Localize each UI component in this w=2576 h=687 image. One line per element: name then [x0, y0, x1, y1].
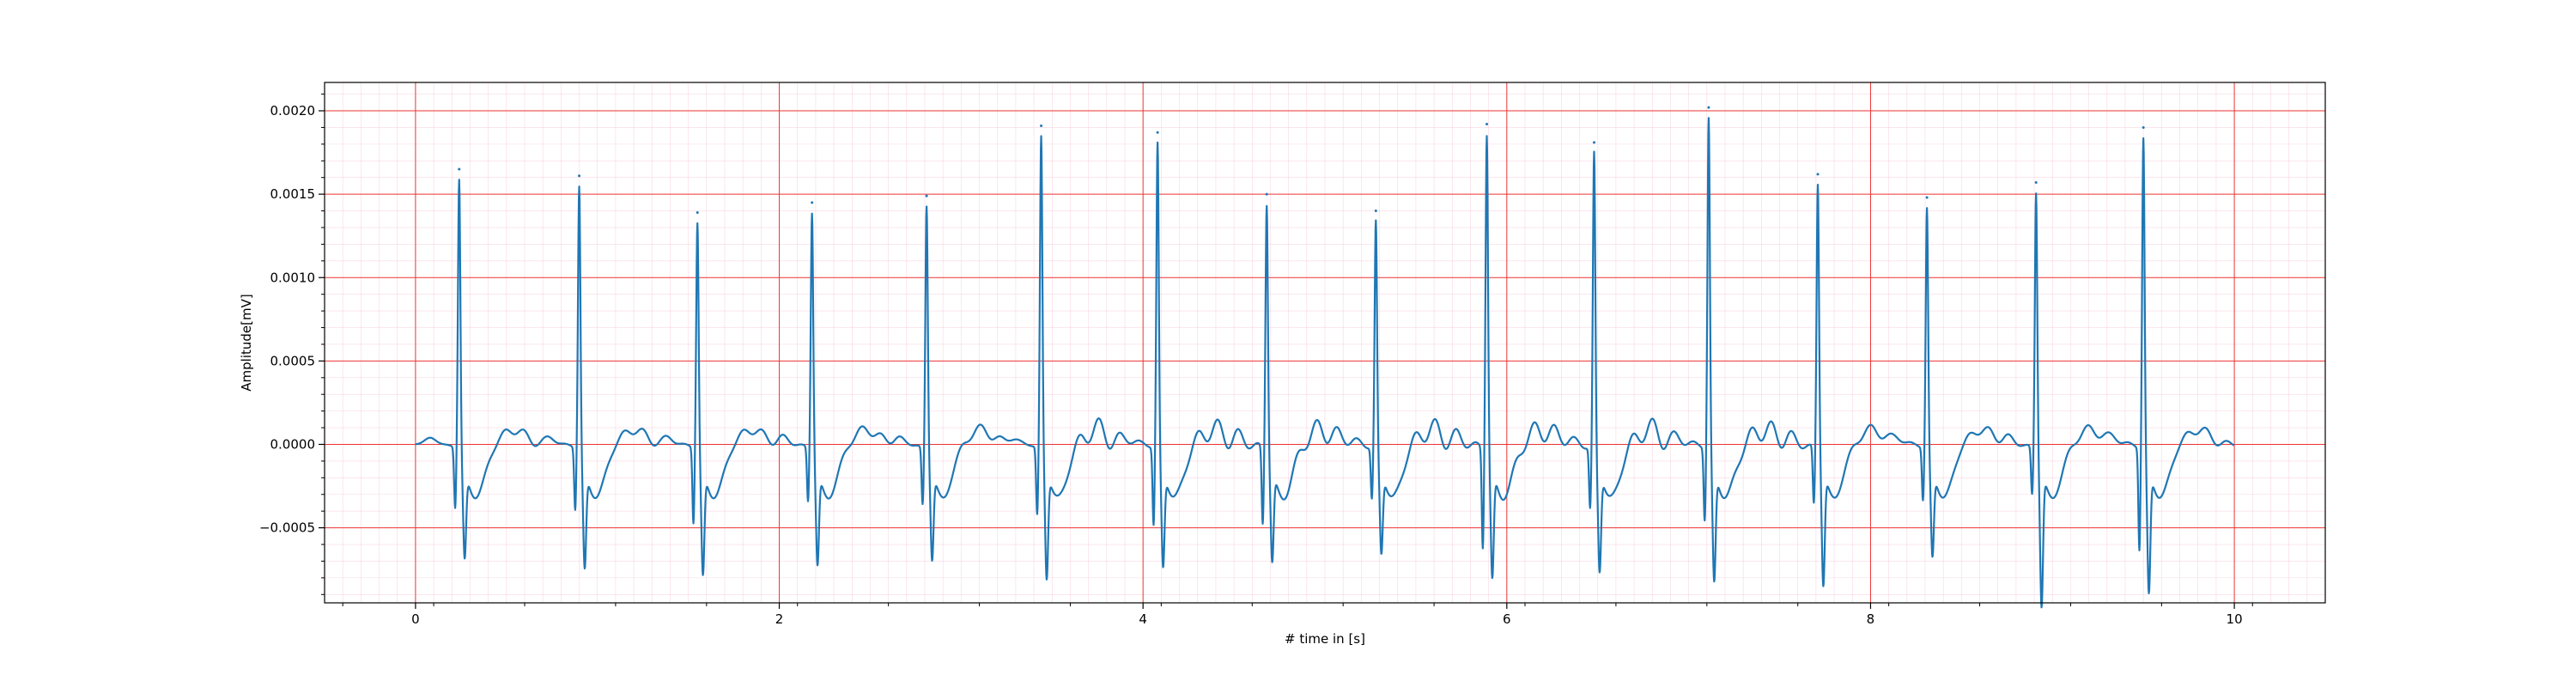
- major-grid: [325, 82, 2325, 603]
- x-tick-label: 0: [411, 611, 420, 627]
- r-peak-point: [2142, 125, 2145, 129]
- r-peak-point: [1485, 123, 1489, 126]
- series-layer: [415, 106, 2235, 609]
- ecg-series-line: [415, 117, 2235, 609]
- r-peak-point: [458, 167, 461, 171]
- r-peak-point: [1265, 192, 1268, 196]
- r-peak-point: [811, 201, 814, 204]
- y-tick-label: 0.0000: [270, 436, 316, 452]
- x-axis-label: # time in [s]: [1285, 631, 1365, 647]
- r-peak-point: [1374, 210, 1377, 213]
- x-tick-label: 8: [1867, 611, 1875, 627]
- x-tick-label: 4: [1139, 611, 1147, 627]
- r-peak-point: [1156, 131, 1159, 134]
- r-peak-point: [578, 174, 581, 178]
- r-peak-point: [1592, 141, 1595, 144]
- r-peak-point: [2034, 181, 2038, 185]
- y-tick-label: 0.0010: [270, 270, 316, 285]
- r-peak-point: [1707, 106, 1710, 109]
- r-peak-point: [696, 211, 699, 214]
- y-tick-label: −0.0005: [259, 520, 315, 536]
- y-tick-label: 0.0005: [270, 353, 316, 368]
- x-tick-label: 10: [2227, 611, 2243, 627]
- y-tick-label: 0.0015: [270, 186, 316, 202]
- y-axis-ticks: −0.0005 0.0000 0.0005 0.0010 0.0015 0.0020: [259, 94, 325, 595]
- r-peak-point: [925, 194, 928, 198]
- x-tick-label: 6: [1503, 611, 1511, 627]
- x-axis-ticks: 0 2 4 6 8 10: [342, 603, 2253, 627]
- plot-frame: [324, 82, 2326, 604]
- y-tick-label: 0.0020: [270, 103, 316, 119]
- r-peak-point: [1040, 125, 1043, 127]
- r-peak-point: [1925, 196, 1929, 199]
- minor-grid: [325, 82, 2326, 603]
- y-axis-label: Amplitude[mV]: [239, 294, 254, 391]
- x-tick-label: 2: [775, 611, 784, 627]
- r-peak-point: [1816, 173, 1820, 176]
